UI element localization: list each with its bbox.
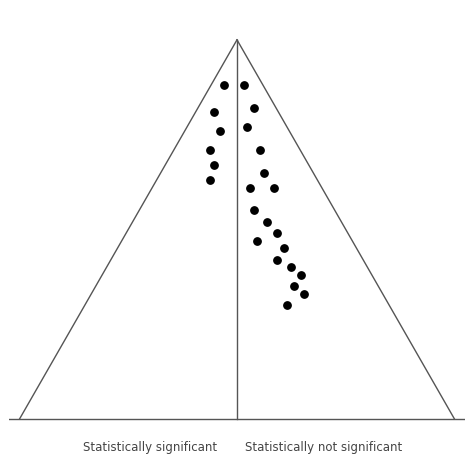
Point (256, 146, 264, 154)
Point (290, 283, 298, 290)
Point (273, 229, 281, 237)
Point (207, 146, 214, 154)
Point (264, 218, 271, 226)
Point (210, 108, 218, 116)
Text: Statistically not significant: Statistically not significant (246, 441, 402, 454)
Point (253, 237, 261, 245)
Point (250, 104, 257, 112)
Point (273, 256, 281, 264)
Text: Statistically significant: Statistically significant (83, 441, 217, 454)
Point (207, 176, 214, 184)
Point (210, 161, 218, 169)
Point (250, 207, 257, 214)
Point (243, 123, 251, 131)
Point (220, 82, 228, 89)
Point (270, 184, 278, 191)
Point (280, 245, 288, 252)
Point (283, 301, 291, 309)
Point (300, 290, 308, 298)
Point (217, 127, 224, 135)
Point (246, 184, 254, 191)
Point (297, 271, 304, 279)
Point (260, 169, 267, 176)
Point (240, 82, 247, 89)
Point (287, 264, 294, 271)
